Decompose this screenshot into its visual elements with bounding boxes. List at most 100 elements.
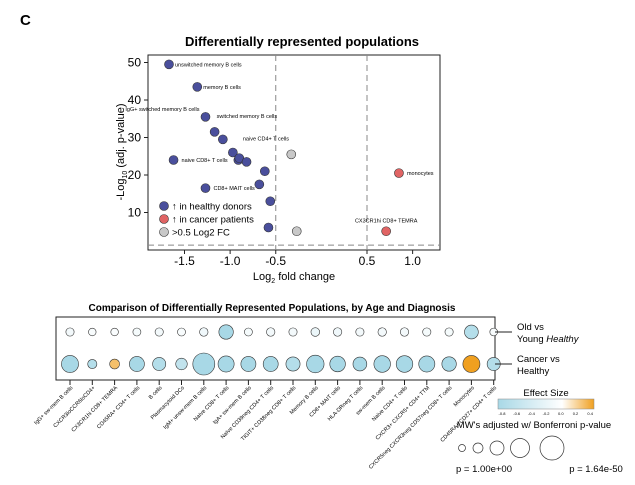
bubble-cell bbox=[199, 327, 209, 337]
volcano-point-label: unswitched memory B cells bbox=[175, 62, 242, 68]
effect-size-colorbar: Effect Size -0.8 -0.6 -0.4 -0.2 0.0 0.2 0.4 bbox=[497, 388, 595, 416]
volcano-x-tick-label: -1.0 bbox=[220, 254, 241, 268]
volcano-point-label: naive CD4+ T cells bbox=[243, 137, 289, 143]
volcano-y-tick-label: 10 bbox=[128, 206, 142, 220]
volcano-point-healthy bbox=[259, 166, 270, 177]
volcano-x-axis-label: Log2 fold change bbox=[253, 271, 335, 285]
legend-label-healthy: ↑ in healthy donors bbox=[172, 202, 252, 213]
volcano-point-healthy bbox=[168, 155, 179, 165]
volcano-x-tick-label: 1.0 bbox=[404, 254, 421, 268]
bubble-cell bbox=[355, 327, 365, 337]
bubble-cell bbox=[377, 327, 387, 337]
volcano-point-healthy bbox=[265, 196, 276, 207]
bubble-cell bbox=[175, 357, 188, 371]
bubble-cell bbox=[422, 327, 432, 337]
row-label-line2: Young Healthy bbox=[517, 334, 580, 345]
bubble-cell bbox=[87, 359, 98, 369]
category-label: IgA+ sw-mem B cells bbox=[212, 385, 253, 426]
bubble-cell bbox=[444, 327, 454, 337]
bubble-cell bbox=[240, 356, 257, 372]
colorbar-tick-label: -0.2 bbox=[543, 411, 551, 416]
bubble-cell bbox=[441, 356, 457, 372]
volcano-point-label: IgG+ switched memory B cells bbox=[125, 107, 199, 113]
category-label: CXCR3loCCR6loCD4+ bbox=[53, 385, 97, 429]
volcano-x-tick-label: -1.5 bbox=[174, 254, 195, 268]
legend-label-small_fc: >0.5 Log2 FC bbox=[172, 228, 230, 239]
volcano-point-healthy bbox=[241, 157, 252, 167]
bubble-cell bbox=[192, 352, 216, 376]
p-value-size-legend: MW's adjusted w/ Bonferroni p-value p = 1… bbox=[456, 420, 623, 475]
legend-label-cancer: ↑ in cancer patients bbox=[172, 215, 254, 226]
bubble-cell bbox=[288, 327, 298, 337]
volcano-point-healthy bbox=[228, 147, 238, 158]
bubble-cell bbox=[65, 327, 75, 337]
bubble-grid-chart: Comparison of Differentially Represented… bbox=[33, 303, 622, 475]
size-legend-bubble bbox=[539, 435, 565, 461]
volcano-y-tick-label: 50 bbox=[128, 56, 142, 70]
volcano-points: unswitched memory B cells memory B cells I… bbox=[125, 59, 434, 237]
volcano-y-tick-label: 40 bbox=[128, 93, 142, 107]
legend-swatch-healthy bbox=[159, 201, 169, 211]
bubble-cell bbox=[464, 324, 479, 340]
volcano-point-healthy bbox=[209, 127, 220, 137]
colorbar-tick-label: 0.4 bbox=[587, 411, 593, 416]
volcano-x-tick-label: 0.5 bbox=[359, 254, 376, 268]
bubble-title: Comparison of Differentially Represented… bbox=[89, 303, 456, 314]
volcano-plot: Differentially represented populations -… bbox=[115, 34, 441, 285]
volcano-y-tick-label: 30 bbox=[128, 131, 142, 145]
volcano-point-healthy bbox=[263, 222, 274, 233]
bubble-cell bbox=[395, 355, 414, 373]
category-label: IgG+ sw-mem B cells bbox=[33, 385, 74, 426]
volcano-plot-frame bbox=[147, 54, 441, 251]
panel-letter: C bbox=[20, 12, 31, 29]
volcano-legend: ↑ in healthy donors ↑ in cancer patients >… bbox=[159, 201, 254, 239]
volcano-title: Differentially represented populations bbox=[185, 34, 419, 49]
bubble-cell bbox=[262, 356, 279, 372]
row-label-line1: Old vs bbox=[517, 322, 544, 333]
bubble-cell bbox=[310, 327, 320, 337]
legend-swatch-cancer bbox=[159, 214, 169, 224]
bubble-cell bbox=[373, 355, 391, 373]
volcano-point-small_fc bbox=[286, 149, 297, 160]
bubble-category-labels: IgG+ sw-mem B cellsCXCR3loCCR6loCD4+CX3C… bbox=[33, 380, 498, 471]
legend-swatch-small_fc bbox=[159, 227, 169, 237]
category-label: CD45RA+ CD4+ T cells bbox=[96, 385, 141, 430]
size-legend-max-label: p = 1.64e-50 bbox=[569, 464, 623, 475]
category-label: B cells bbox=[148, 385, 164, 401]
bubble-cell bbox=[352, 356, 368, 372]
category-label: IgM+ unsw-mem B cells bbox=[163, 385, 209, 431]
volcano-y-tick-label: 20 bbox=[128, 168, 142, 182]
bubble-cell bbox=[129, 356, 145, 372]
bubble-cell bbox=[266, 327, 276, 337]
volcano-point-healthy bbox=[218, 134, 228, 145]
bubble-cell bbox=[418, 355, 436, 373]
bubble-cell bbox=[462, 355, 481, 373]
volcano-axis-ticks: -1.5 -1.0 -0.5 0.5 1.0 10 20 30 40 50 bbox=[128, 56, 422, 269]
row-label-line2: Healthy bbox=[517, 366, 549, 377]
bubble-grid-frame bbox=[55, 316, 496, 381]
category-label: CXCR5neg CXCR3neg CD57neg CD8+ T cells bbox=[368, 385, 454, 471]
volcano-point-label: CX3CR1hi CD8+ TEMRA bbox=[355, 218, 418, 224]
volcano-point-healthy bbox=[164, 59, 174, 70]
bubble-cell bbox=[88, 327, 97, 337]
volcano-y-axis-label: -Log10 (adj. p-value) bbox=[115, 103, 129, 200]
volcano-point-healthy bbox=[200, 183, 211, 193]
colorbar-tick-label: 0.0 bbox=[558, 411, 564, 416]
volcano-point-healthy bbox=[254, 179, 265, 190]
bubble-cell bbox=[333, 327, 343, 337]
size-legend-bubble bbox=[472, 442, 484, 454]
colorbar-tick-label: 0.2 bbox=[573, 411, 579, 416]
volcano-point-cancer bbox=[394, 168, 404, 178]
volcano-point-label: naive CD8+ T cells bbox=[182, 158, 228, 164]
size-legend-bubble bbox=[458, 444, 466, 452]
size-legend-min-label: p = 1.00e+00 bbox=[456, 464, 512, 475]
bubble-cell bbox=[218, 324, 234, 340]
bubble-cell bbox=[217, 355, 235, 373]
bubble-cell bbox=[399, 327, 410, 337]
category-label: Monocytes bbox=[453, 385, 476, 408]
volcano-point-label: monocytes bbox=[407, 171, 434, 177]
bubble-cell bbox=[285, 356, 301, 372]
colorbar-title: Effect Size bbox=[523, 388, 568, 399]
volcano-x-tick-label: -0.5 bbox=[265, 254, 286, 268]
